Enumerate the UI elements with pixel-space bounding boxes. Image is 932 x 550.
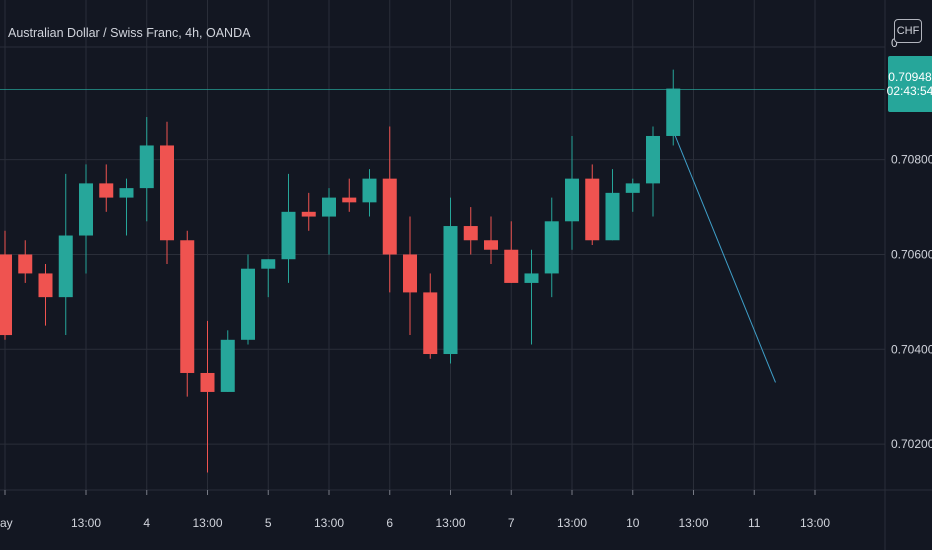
candle-body bbox=[666, 88, 681, 136]
chart-title: Australian Dollar / Swiss Franc, 4h, OAN… bbox=[8, 26, 251, 40]
candle-body bbox=[139, 145, 154, 189]
candle-body bbox=[220, 339, 235, 392]
candle-body bbox=[484, 240, 498, 250]
time-tick-label: 13:00 bbox=[435, 516, 465, 530]
time-tick-label: 4 bbox=[143, 516, 150, 530]
time-tick-label: 13:00 bbox=[192, 516, 222, 530]
candle-body bbox=[322, 197, 336, 217]
candle-body bbox=[261, 259, 276, 269]
bar-countdown: 02:43:54 bbox=[886, 84, 932, 98]
grid-lines bbox=[0, 0, 885, 490]
candle-body bbox=[382, 178, 397, 255]
candle-body bbox=[301, 211, 316, 217]
candle-body bbox=[180, 240, 195, 373]
currency-badge[interactable]: CHF bbox=[894, 19, 922, 43]
time-tick-label: 10 bbox=[626, 516, 640, 530]
candle-body bbox=[241, 268, 255, 340]
candle-body bbox=[605, 192, 620, 241]
candle-body bbox=[443, 226, 458, 355]
candle-body bbox=[342, 197, 357, 203]
candle-body bbox=[58, 235, 73, 298]
candle-body bbox=[38, 273, 53, 298]
candle-body bbox=[200, 372, 215, 392]
candle-body bbox=[565, 178, 579, 222]
trendline bbox=[674, 135, 776, 383]
candle-body bbox=[18, 254, 33, 274]
time-tick-label: 13:00 bbox=[800, 516, 830, 530]
candle-body bbox=[99, 183, 114, 198]
overlays bbox=[0, 89, 885, 383]
candle-body bbox=[0, 254, 12, 336]
candle-body bbox=[281, 211, 296, 260]
price-tick-label: 0.70800 bbox=[891, 153, 932, 167]
candle-body bbox=[646, 135, 660, 184]
candle-body bbox=[160, 145, 174, 241]
candle-body bbox=[585, 178, 600, 241]
price-tick-label-top: 0 bbox=[891, 36, 898, 50]
candle-body bbox=[544, 221, 559, 274]
candle-body bbox=[504, 249, 519, 283]
last-price-tag: 0.70948 02:43:54 bbox=[886, 56, 932, 112]
time-tick-label: 13:00 bbox=[314, 516, 344, 530]
candle-body bbox=[119, 188, 134, 198]
time-tick-label: 13:00 bbox=[71, 516, 101, 530]
last-price-value: 0.70948 bbox=[888, 70, 932, 84]
candle-body bbox=[625, 183, 640, 193]
time-tick-label: 11 bbox=[748, 516, 761, 530]
candle-body bbox=[362, 178, 377, 203]
candle-body bbox=[524, 273, 539, 283]
price-tick-label: 0.70400 bbox=[891, 342, 932, 356]
candle-body bbox=[403, 254, 417, 293]
time-tick-label: 5 bbox=[265, 516, 272, 530]
candle-body bbox=[79, 183, 93, 236]
time-tick-label: 13:00 bbox=[678, 516, 708, 530]
candles bbox=[0, 69, 681, 473]
price-tick-label: 0.70200 bbox=[891, 437, 932, 451]
time-tick-label: 13:00 bbox=[557, 516, 587, 530]
candle-body bbox=[463, 226, 478, 241]
candle-body bbox=[423, 292, 438, 355]
time-tick-label: lay bbox=[0, 516, 13, 530]
time-tick-label: 6 bbox=[386, 516, 393, 530]
time-tick-label: 7 bbox=[508, 516, 515, 530]
price-tick-label: 0.70600 bbox=[891, 247, 932, 261]
